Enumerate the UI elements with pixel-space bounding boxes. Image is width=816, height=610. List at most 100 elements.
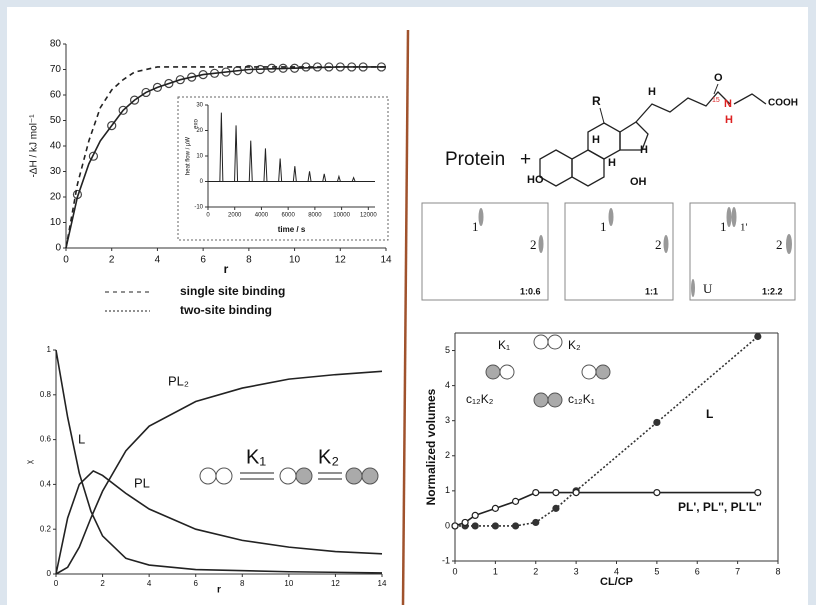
data-point (513, 523, 519, 529)
y-tick-label: 0.4 (40, 480, 52, 489)
y-tick-label: 10 (196, 154, 203, 160)
x-tick-label: 0 (452, 566, 457, 576)
x-tick-label: 0 (63, 255, 69, 266)
peak-label: 2 (530, 237, 537, 252)
x-tick-label: 12000 (360, 213, 377, 219)
plus: + (520, 149, 531, 170)
scheme-circle (534, 335, 548, 349)
ratio-label: 1:1 (645, 286, 658, 296)
data-point (533, 490, 539, 496)
data-point (472, 512, 478, 518)
y-axis-label: -ΔH / kJ mol⁻¹ (29, 114, 40, 178)
x-axis-label: r (224, 262, 229, 276)
x-tick-label: 0 (54, 579, 59, 588)
y-tick-label: 80 (50, 39, 62, 50)
scheme-circle (346, 468, 362, 484)
nmr-peak (732, 207, 737, 227)
series-label: PL₂ (168, 373, 189, 388)
peak-label: U (703, 281, 713, 296)
data-point (553, 505, 559, 511)
nmr-peak (786, 234, 792, 254)
peak-label: 2 (776, 237, 783, 252)
x-tick-label: 3 (574, 566, 579, 576)
scheme-circle (534, 393, 548, 407)
x-tick-label: 4 (614, 566, 619, 576)
x-tick-label: 5 (654, 566, 659, 576)
data-point (492, 505, 498, 511)
y-tick-label: 4 (445, 380, 450, 390)
y-tick-label: 50 (50, 115, 62, 126)
x-tick-label: 8 (775, 566, 780, 576)
scheme-circle (280, 468, 296, 484)
h-label: H (608, 157, 616, 169)
data-point (654, 490, 660, 496)
nmr-peak (664, 235, 669, 253)
series-label: PL', PL'', PL'L'' (678, 500, 762, 514)
x-axis-label: CL/CP (600, 576, 633, 588)
data-point (452, 523, 458, 529)
scheme-circle (216, 468, 232, 484)
x-tick-label: 4 (155, 255, 161, 266)
scheme-circle (200, 468, 216, 484)
y-tick-label: 40 (50, 141, 62, 152)
x-tick-label: 10 (289, 255, 301, 266)
nmr-peak (539, 235, 544, 253)
h-label: H (640, 144, 648, 156)
nmr-peak (727, 207, 732, 227)
x-tick-label: 2 (100, 579, 105, 588)
y-tick-label: 2 (445, 450, 450, 460)
scheme-circle (362, 468, 378, 484)
y-tick-label: 60 (50, 90, 62, 101)
x-tick-label: 14 (378, 579, 387, 588)
legend-label: single site binding (180, 284, 285, 298)
x-tick-label: 6 (200, 255, 206, 266)
scheme-circle (296, 468, 312, 484)
x-tick-label: 6 (193, 579, 198, 588)
x-tick-label: 14 (380, 255, 392, 266)
nh-label: H (725, 114, 733, 126)
scheme-circle (548, 335, 562, 349)
x-axis-label: r (217, 585, 221, 596)
y-tick-label: 0.6 (40, 435, 52, 444)
data-point (492, 523, 498, 529)
scheme-circle (500, 365, 514, 379)
figure: Protein + R H H H H HO OH O 15 N H COOH … (0, 0, 816, 605)
x-tick-label: 12 (335, 255, 347, 266)
data-point (573, 490, 579, 496)
x-tick-label: 2 (533, 566, 538, 576)
protein-label: Protein (445, 149, 505, 170)
scheme-label: K₂ (568, 338, 581, 352)
y-tick-label: 1 (445, 485, 450, 495)
peak-label: 2 (655, 237, 662, 252)
y-tick-label: 5 (445, 345, 450, 355)
data-point (472, 523, 478, 529)
x-tick-label: 1 (493, 566, 498, 576)
h-label: H (592, 134, 600, 146)
y-tick-label: 20 (196, 128, 203, 134)
x-tick-label: 8 (246, 255, 252, 266)
scheme-label: K₂ (318, 446, 339, 468)
x-tick-label: 10000 (333, 213, 350, 219)
scheme-label: K₁ (246, 446, 266, 468)
scheme-label: c₁₂K₂ (466, 392, 494, 406)
data-point (654, 419, 660, 425)
y-tick-label: 30 (50, 166, 62, 177)
acid-label: COOH (768, 98, 798, 109)
peak-label: 1' (740, 222, 748, 234)
y-tick-label: 0 (47, 569, 52, 578)
series-label: PL (134, 475, 150, 490)
y-tick-label: 10 (50, 217, 62, 228)
y-tick-label: 30 (196, 103, 203, 109)
ratio-label: 1:2.2 (762, 286, 783, 296)
x-axis-label: time / s (278, 225, 306, 234)
scheme-label: c₁₂K₁ (568, 392, 595, 406)
x-tick-label: 8 (240, 579, 245, 588)
x-tick-label: 2 (109, 255, 115, 266)
y-tick-label: 20 (50, 192, 62, 203)
oh-label: OH (630, 176, 647, 188)
data-point (462, 519, 468, 525)
nmr-peak (609, 208, 614, 226)
x-tick-label: 6000 (281, 213, 295, 219)
y-tick-label: 3 (445, 415, 450, 425)
x-tick-label: 4000 (255, 213, 269, 219)
